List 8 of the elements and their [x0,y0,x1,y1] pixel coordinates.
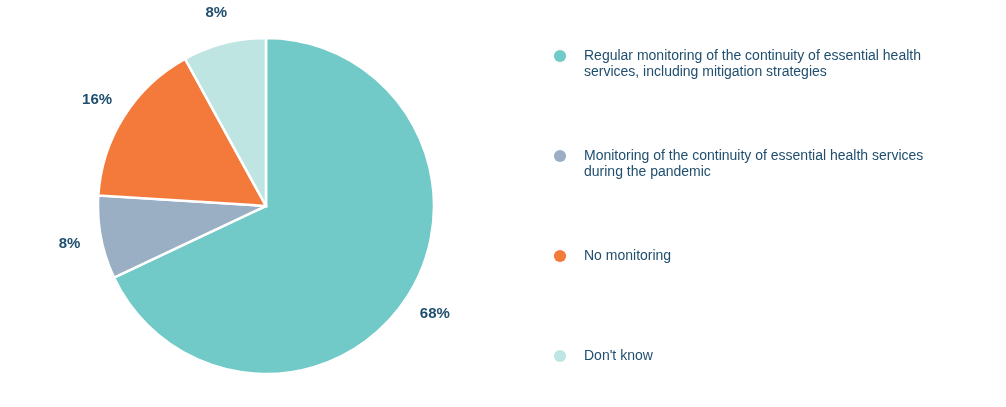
legend-label: No monitoring [584,247,672,263]
data-label: 68% [419,304,450,322]
legend-label: Monitoring of the continuity of essential health services during the pandemic [584,147,924,179]
data-label: 16% [82,89,113,107]
data-label: 8% [58,234,81,252]
legend-label: Don't know [584,347,654,363]
data-label: 8% [205,3,228,21]
legend-label: Regular monitoring of the continuity of essential health services, including mitigation strategies [584,47,921,79]
